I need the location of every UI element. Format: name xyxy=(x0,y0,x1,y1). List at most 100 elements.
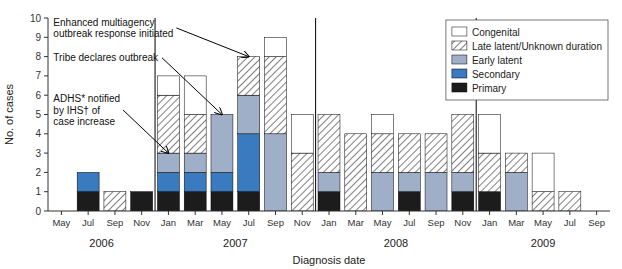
bar-segment xyxy=(265,57,287,134)
bar-segment xyxy=(157,172,179,191)
x-tick xyxy=(462,211,463,215)
annotation: Enhanced multiagencyoutbreak response in… xyxy=(53,17,173,40)
bar-segment xyxy=(398,172,420,191)
x-tick-label: Nov xyxy=(454,217,471,228)
bar-segment xyxy=(479,153,501,192)
legend-swatch xyxy=(452,27,467,36)
bar-segment xyxy=(345,134,367,211)
bar-segment xyxy=(372,172,394,211)
x-tick xyxy=(248,211,249,215)
x-tick xyxy=(61,211,62,215)
x-tick-label: Jul xyxy=(82,217,94,228)
y-tick xyxy=(44,211,48,212)
x-tick-label: Sep xyxy=(428,217,445,228)
x-tick-label: Sep xyxy=(267,217,284,228)
x-tick-label: Jul xyxy=(403,217,415,228)
x-tick xyxy=(88,211,89,215)
bar-segment xyxy=(211,172,233,191)
bar-segment xyxy=(452,192,474,211)
bar-segment xyxy=(211,192,233,211)
bar-segment xyxy=(131,192,153,211)
bar-segment xyxy=(372,134,394,173)
x-tick-label: Mar xyxy=(508,217,524,228)
year-label: 2006 xyxy=(89,237,113,249)
x-tick xyxy=(141,211,142,215)
bar-segment xyxy=(345,133,367,134)
bar-segment xyxy=(265,37,287,56)
y-tick-label: 1 xyxy=(35,186,41,197)
bar-segment xyxy=(157,153,179,172)
bar-segment xyxy=(318,115,340,173)
bar-segment xyxy=(559,192,581,211)
legend-label: Primary xyxy=(472,83,506,94)
y-tick-label: 3 xyxy=(35,148,41,159)
x-tick-label: Jan xyxy=(482,217,497,228)
bar-segment xyxy=(238,95,260,134)
annotation: ADHS* notifiedby IHS† ofcase increase xyxy=(53,93,120,127)
x-tick xyxy=(382,211,383,215)
y-tick-label: 8 xyxy=(35,51,41,62)
annotation: Tribe declares outbreak xyxy=(53,52,159,63)
x-tick-label: Jan xyxy=(321,217,336,228)
bar-segment xyxy=(505,153,527,154)
bar-segment xyxy=(131,191,153,192)
y-tick xyxy=(44,75,48,76)
bar-segment xyxy=(318,172,340,191)
year-label: 2008 xyxy=(384,237,408,249)
x-tick-label: Sep xyxy=(106,217,123,228)
y-tick-label: 5 xyxy=(35,109,41,120)
x-tick xyxy=(543,211,544,215)
bar-segment xyxy=(372,115,394,134)
bar-segment xyxy=(505,172,527,211)
y-tick xyxy=(44,56,48,57)
bars xyxy=(77,37,581,211)
bar-segment xyxy=(131,191,153,192)
legend-box xyxy=(446,20,608,100)
bar-segment xyxy=(479,192,501,211)
bar-segment xyxy=(184,192,206,211)
bar-segment xyxy=(425,172,447,211)
y-tick xyxy=(44,37,48,38)
bar-segment xyxy=(318,192,340,211)
bar-segment xyxy=(398,134,420,173)
bar-segment xyxy=(452,114,474,115)
legend-label: Secondary xyxy=(472,69,520,80)
x-tick xyxy=(516,211,517,215)
y-tick-label: 9 xyxy=(35,32,41,43)
bar-segment xyxy=(265,134,287,211)
chart: 2006200720082009012345678910MayJulSepNov… xyxy=(0,0,622,269)
x-tick xyxy=(221,211,222,215)
x-tick-label: Sep xyxy=(588,217,605,228)
x-tick-label: Jan xyxy=(161,217,176,228)
bar-segment xyxy=(104,191,126,192)
annotation-arrow xyxy=(176,28,248,57)
bar-segment xyxy=(77,172,99,173)
x-tick xyxy=(409,211,410,215)
annotation-arrow xyxy=(162,58,222,115)
y-tick xyxy=(44,191,48,192)
y-tick-label: 7 xyxy=(35,70,41,81)
year-label: 2007 xyxy=(223,237,247,249)
bar-segment xyxy=(77,172,99,173)
bar-segment xyxy=(479,115,501,154)
y-axis-label: No. of cases xyxy=(3,83,15,145)
year-label: 2009 xyxy=(531,237,555,249)
bar-segment xyxy=(425,134,447,173)
annotation-arrow xyxy=(123,110,168,153)
bar-segment xyxy=(452,115,474,173)
bar-segment xyxy=(157,192,179,211)
legend-swatch xyxy=(452,41,467,50)
x-tick-label: Nov xyxy=(133,217,150,228)
legend-label: Congenital xyxy=(472,27,520,38)
y-tick-label: 4 xyxy=(35,128,41,139)
x-tick xyxy=(275,211,276,215)
y-tick-label: 10 xyxy=(30,13,42,24)
x-tick-label: Jul xyxy=(243,217,255,228)
x-axis-label: Diagnosis date xyxy=(293,254,366,266)
y-tick xyxy=(44,172,48,173)
bar-segment xyxy=(559,191,581,192)
x-tick-label: May xyxy=(534,217,552,228)
legend-swatch xyxy=(452,83,467,92)
bar-segment xyxy=(291,115,313,154)
x-tick-label: Mar xyxy=(348,217,364,228)
